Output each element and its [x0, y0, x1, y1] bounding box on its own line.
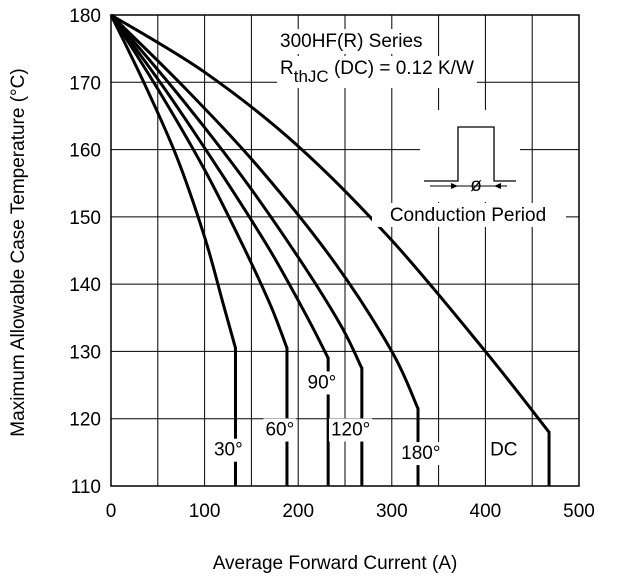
- x-tick-label-4: 400: [470, 501, 502, 522]
- series-curve-4: [109, 13, 420, 410]
- title-bg-0: [277, 29, 426, 54]
- series-curves: [109, 13, 551, 434]
- inset-pulse-shape: [424, 126, 516, 182]
- y-tick-label-6: 170: [69, 73, 101, 94]
- series-label-1: 60°: [265, 420, 294, 441]
- chart-title-line1: 300HF(R) Series: [280, 31, 423, 52]
- series-label-3: 120°: [331, 420, 370, 441]
- y-tick-label-0: 110: [71, 477, 101, 498]
- series-curve-2: [109, 14, 330, 359]
- inset-label: Conduction Period: [390, 205, 546, 226]
- y-tick-label-1: 120: [69, 410, 101, 431]
- series-label-bg-3: [328, 418, 373, 442]
- y-tick-label-4: 150: [69, 208, 101, 229]
- y-tick-label-2: 130: [69, 342, 101, 363]
- series-label-bg-5: [488, 438, 520, 462]
- title-subscript: thJC: [294, 67, 329, 86]
- title-value: (DC) = 0.12 K/W: [329, 58, 474, 79]
- y-axis-label: Maximum Allowable Case Temperature (°C): [8, 68, 29, 436]
- series-label-0: 30°: [214, 440, 243, 461]
- x-tick-label-1: 100: [189, 501, 221, 522]
- x-tick-labels: 0 100 200 300 400 500: [106, 501, 595, 522]
- series-curve-1: [109, 14, 289, 349]
- series-labels: 30° 60° 90° 120° 180° DC: [211, 371, 520, 466]
- conduction-period-inset: ø Conduction Period: [372, 110, 566, 227]
- series-curve-5: [110, 13, 551, 434]
- series-label-bg-2: [305, 371, 339, 395]
- inset-phi-symbol: ø: [470, 175, 482, 196]
- title-r-symbol: R: [280, 58, 294, 79]
- x-tick-label-0: 0: [106, 501, 117, 522]
- series-curve-0: [109, 14, 237, 349]
- chart-title-line2: RthJC (DC) = 0.12 K/W: [280, 58, 474, 86]
- inset-label-background: [372, 203, 566, 227]
- y-tick-label-3: 140: [69, 275, 101, 296]
- y-tick-label-5: 160: [69, 141, 101, 162]
- title-bg-1: [277, 56, 477, 88]
- series-label-4: 180°: [401, 443, 440, 464]
- y-tick-label-7: 180: [69, 6, 101, 27]
- series-label-bg-4: [399, 442, 443, 466]
- chart-title-block: 300HF(R) Series RthJC (DC) = 0.12 K/W: [277, 29, 477, 88]
- inset-background: [420, 110, 520, 202]
- series-label-bg-0: [211, 438, 245, 462]
- series-curve-3: [109, 14, 364, 369]
- x-tick-label-3: 300: [376, 501, 408, 522]
- x-tick-label-2: 200: [282, 501, 314, 522]
- series-label-2: 90°: [308, 372, 337, 393]
- y-tick-labels: 110 120 130 140 150 160 170 180: [69, 6, 101, 498]
- x-tick-label-5: 500: [563, 501, 595, 522]
- series-label-5: DC: [490, 440, 517, 461]
- plot-frame: [110, 14, 580, 487]
- series-label-bg-1: [263, 418, 297, 442]
- x-axis-label: Average Forward Current (A): [213, 553, 458, 574]
